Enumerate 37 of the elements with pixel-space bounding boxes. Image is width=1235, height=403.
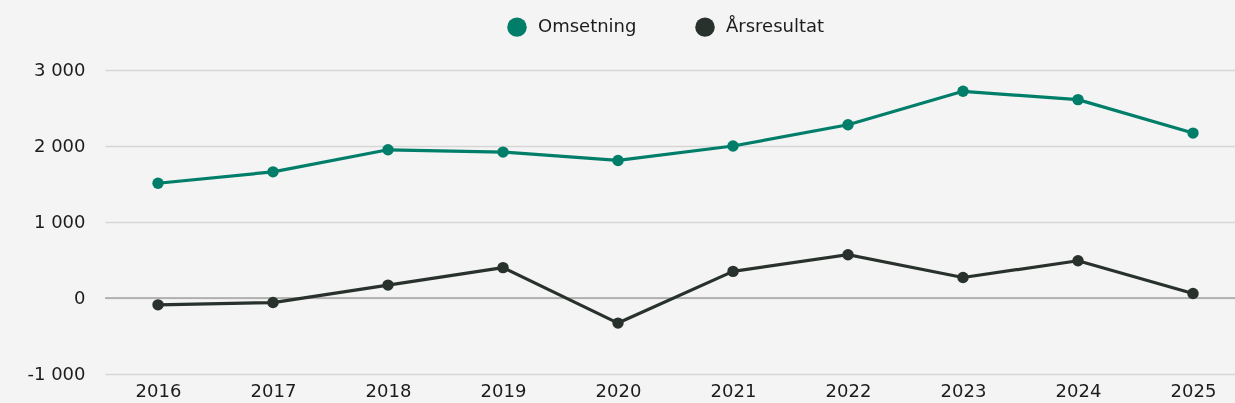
legend-label: Årsresultat [726, 15, 825, 37]
y-tick-label: 3 000 [33, 58, 86, 80]
point [152, 299, 164, 311]
point [267, 166, 279, 178]
x-tick-label: 2023 [940, 379, 987, 401]
point [727, 265, 739, 278]
point [382, 279, 394, 291]
point [1072, 93, 1084, 106]
point [382, 144, 394, 156]
point [152, 177, 164, 189]
point [612, 317, 624, 329]
point [612, 154, 624, 167]
point [497, 146, 509, 158]
x-tick-label: 2019 [480, 379, 527, 401]
x-tick-label: 2018 [365, 379, 412, 401]
point [842, 119, 854, 131]
point [1187, 287, 1199, 300]
x-tick-label: 2022 [825, 379, 872, 401]
y-tick-label: 2 000 [33, 134, 86, 156]
x-tick-label: 2024 [1055, 379, 1102, 401]
point [957, 85, 969, 97]
point [497, 261, 509, 274]
x-tick-label: 2016 [135, 379, 182, 401]
y-tick-label: 0 [74, 286, 86, 308]
x-tick-label: 2025 [1170, 379, 1217, 401]
x-tick-label: 2020 [595, 379, 642, 401]
x-tick-label: 2017 [250, 379, 297, 401]
point [727, 140, 739, 152]
x-tick-label: 2021 [710, 379, 757, 401]
point [1187, 127, 1199, 139]
point [957, 271, 969, 284]
point [1072, 255, 1084, 267]
legend-label: Omsetning [538, 15, 637, 37]
y-tick-label: -1 000 [27, 362, 86, 384]
point [267, 296, 279, 309]
y-tick-label: 1 000 [33, 210, 86, 232]
point [842, 248, 854, 261]
